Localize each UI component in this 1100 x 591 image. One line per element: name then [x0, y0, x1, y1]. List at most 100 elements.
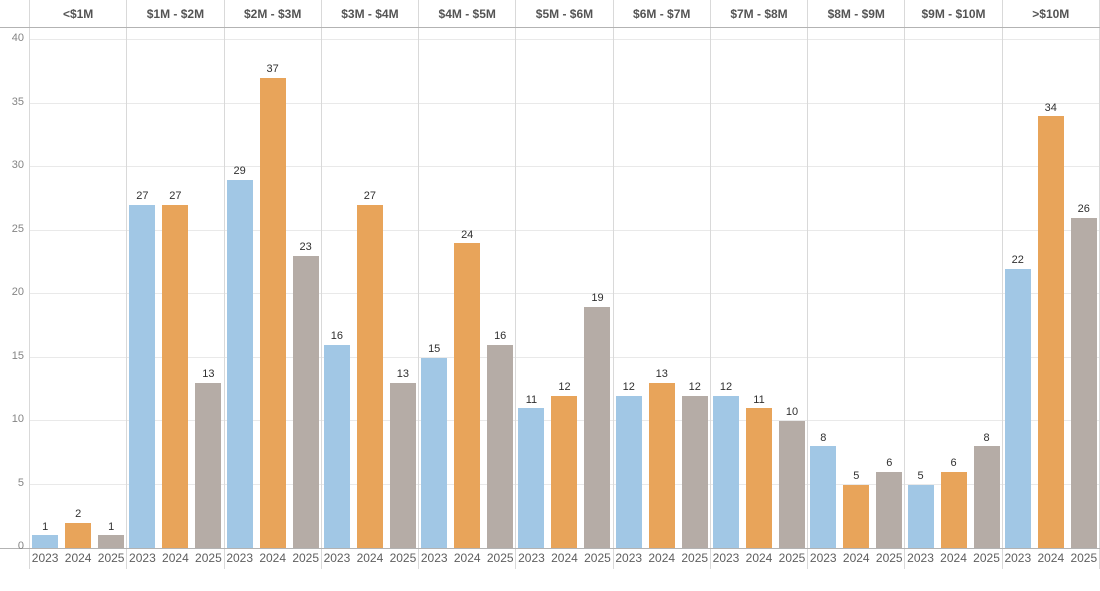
bar-slot: 8 [810, 432, 837, 548]
category-panel: 16 27 13 [320, 28, 418, 548]
year-label: 2025 [778, 551, 806, 565]
bar-slot: 27 [129, 190, 156, 548]
category-header: >$10M [1001, 0, 1100, 27]
bar-2023[interactable] [518, 408, 545, 548]
bar-2024[interactable] [843, 484, 870, 548]
bar-slot: 24 [454, 228, 481, 548]
category-header: $7M - $8M [709, 0, 807, 27]
bar-2024[interactable] [454, 243, 481, 548]
x-axis-label-row: 2023 2024 2025 2023 2024 2025 2023 2024 2025 2023… [0, 549, 1100, 569]
bar-slot: 11 [518, 394, 545, 548]
category-panel: 29 37 23 [223, 28, 321, 548]
year-label: 2025 [681, 551, 709, 565]
header-left-gutter [0, 0, 29, 27]
bar-2023[interactable] [226, 179, 253, 548]
category-header: $5M - $6M [515, 0, 612, 27]
plot-body: 0 5 10 15 20 25 30 35 40 1 2 1 27 27 13 29 37 23 16 27 13 15… [0, 28, 1100, 552]
bar-slot: 8 [973, 431, 1000, 548]
bar-2025[interactable] [876, 471, 903, 548]
bar-2023[interactable] [907, 484, 934, 548]
bar-slot: 6 [876, 457, 903, 548]
bar-slot: 12 [551, 381, 578, 548]
bar-2025[interactable] [973, 446, 1000, 548]
year-label: 2023 [420, 551, 448, 565]
bar-value-label: 12 [622, 380, 635, 393]
bar-slot: 34 [1037, 102, 1064, 548]
bar-2023[interactable] [615, 395, 642, 548]
bar-slot: 11 [745, 394, 772, 548]
bar-2023[interactable] [712, 395, 739, 548]
bar-2023[interactable] [129, 205, 156, 548]
bar-slot: 23 [292, 241, 319, 548]
bar-2025[interactable] [98, 535, 125, 548]
y-tick-label: 5 [17, 476, 24, 489]
gridline [29, 166, 1100, 167]
bar-2024[interactable] [745, 408, 772, 548]
bar-value-label: 27 [169, 190, 182, 203]
bar-2025[interactable] [584, 306, 611, 548]
bar-2024[interactable] [1037, 116, 1064, 548]
bar-2023[interactable] [32, 535, 59, 548]
footer-cell: 2023 2024 2025 [515, 549, 612, 569]
year-label: 2024 [64, 551, 92, 565]
bar-2025[interactable] [681, 395, 708, 548]
year-label: 2025 [486, 551, 514, 565]
gridline [29, 229, 1100, 231]
category-panel: 15 24 16 [418, 28, 515, 548]
bar-2025[interactable] [487, 344, 514, 548]
bar-slot: 6 [940, 457, 967, 548]
bar-2024[interactable] [940, 471, 967, 548]
bar-2024[interactable] [356, 205, 383, 548]
bar-value-label: 8 [983, 431, 990, 444]
bar-value-label: 24 [461, 228, 474, 241]
bar-2023[interactable] [421, 357, 448, 548]
bar-value-label: 2 [75, 507, 82, 520]
year-label: 2023 [31, 551, 59, 565]
bar-2024[interactable] [259, 78, 286, 548]
bar-2025[interactable] [292, 255, 319, 548]
bar-slot: 13 [195, 368, 222, 548]
bar-slot: 27 [162, 190, 189, 548]
year-label: 2023 [226, 551, 254, 565]
bar-slot: 13 [389, 368, 416, 548]
bar-2023[interactable] [1004, 268, 1031, 548]
bar-slot: 12 [615, 380, 642, 548]
year-label: 2025 [292, 551, 320, 565]
bar-slot: 29 [226, 165, 253, 548]
year-label: 2025 [584, 551, 611, 565]
bar-2024[interactable] [162, 205, 189, 548]
bar-2023[interactable] [810, 446, 837, 548]
bar-value-label: 13 [202, 368, 215, 381]
bar-slot: 19 [584, 292, 611, 548]
bar-2024[interactable] [65, 522, 92, 548]
bar-value-label: 13 [396, 368, 410, 381]
bar-2024[interactable] [648, 382, 675, 548]
y-tick-label: 20 [11, 286, 24, 298]
year-label: 2024 [356, 551, 384, 565]
footer-cell: 2023 2024 2025 [29, 549, 126, 569]
gridline [29, 39, 1100, 40]
year-label: 2024 [648, 551, 676, 565]
bar-2025[interactable] [195, 382, 222, 548]
bar-value-label: 10 [785, 406, 799, 419]
category-panel: 27 27 13 [126, 28, 223, 548]
bar-2024[interactable] [551, 395, 578, 548]
category-header-row: <$1M $1M - $2M $2M - $3M $3M - $4M $4M - $5M… [0, 0, 1100, 28]
y-tick-label: 25 [11, 222, 24, 235]
bar-2023[interactable] [323, 344, 350, 548]
category-header: $6M - $7M [612, 0, 710, 27]
year-label: 2024 [259, 551, 287, 565]
year-label: 2023 [1004, 551, 1032, 565]
bar-2025[interactable] [1070, 217, 1097, 548]
bar-value-label: 12 [688, 380, 701, 393]
bar-value-label: 27 [363, 190, 377, 203]
year-label: 2024 [842, 551, 870, 565]
year-label: 2025 [97, 551, 125, 565]
footer-cell: 2023 2024 2025 [612, 549, 710, 569]
bar-value-label: 15 [428, 342, 441, 355]
bar-2025[interactable] [389, 382, 416, 548]
year-label: 2024 [162, 551, 189, 565]
bar-value-label: 1 [42, 520, 49, 533]
bar-2025[interactable] [778, 421, 805, 548]
